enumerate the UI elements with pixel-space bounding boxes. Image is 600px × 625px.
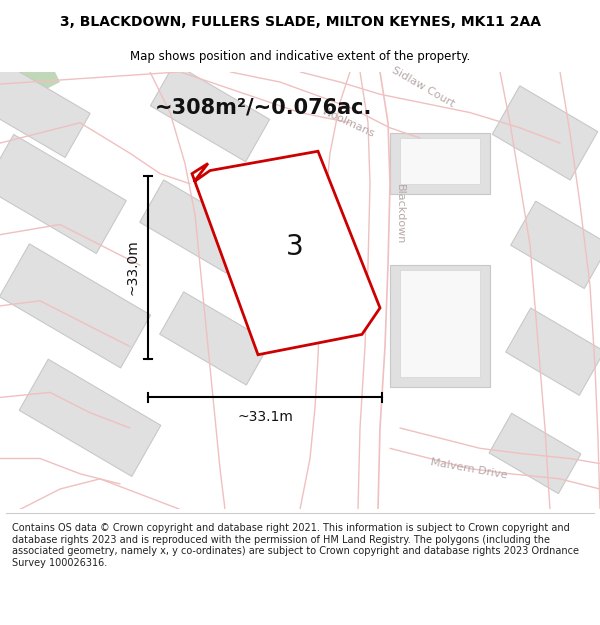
Polygon shape: [0, 58, 90, 158]
Polygon shape: [0, 72, 60, 112]
Polygon shape: [192, 151, 380, 355]
Polygon shape: [0, 134, 126, 254]
Text: Woolmans: Woolmans: [320, 106, 376, 139]
Polygon shape: [492, 86, 598, 180]
Text: Malvern Drive: Malvern Drive: [430, 457, 508, 481]
Text: ~33.1m: ~33.1m: [237, 409, 293, 424]
Text: Sidlaw Court: Sidlaw Court: [390, 65, 456, 109]
Text: Contains OS data © Crown copyright and database right 2021. This information is : Contains OS data © Crown copyright and d…: [12, 523, 579, 568]
Polygon shape: [400, 138, 480, 184]
Polygon shape: [511, 201, 600, 289]
Text: 3: 3: [286, 233, 304, 261]
Polygon shape: [489, 413, 581, 494]
Polygon shape: [160, 292, 271, 385]
Polygon shape: [151, 64, 269, 162]
Polygon shape: [390, 133, 490, 194]
Polygon shape: [506, 308, 600, 396]
Text: 3, BLACKDOWN, FULLERS SLADE, MILTON KEYNES, MK11 2AA: 3, BLACKDOWN, FULLERS SLADE, MILTON KEYN…: [59, 14, 541, 29]
Text: ~308m²/~0.076ac.: ~308m²/~0.076ac.: [155, 98, 373, 118]
Polygon shape: [390, 265, 490, 388]
Text: Map shows position and indicative extent of the property.: Map shows position and indicative extent…: [130, 49, 470, 62]
Polygon shape: [19, 359, 161, 476]
Polygon shape: [0, 72, 55, 112]
Polygon shape: [140, 180, 250, 273]
Text: Blackdown: Blackdown: [395, 184, 405, 244]
Polygon shape: [0, 244, 151, 368]
Text: ~33.0m: ~33.0m: [126, 239, 140, 295]
Polygon shape: [400, 270, 480, 377]
